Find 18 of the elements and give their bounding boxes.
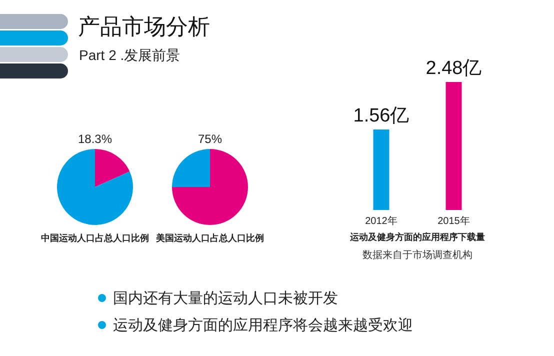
data-label: 1.56亿 — [353, 105, 410, 126]
text: 美国运动人口占总人口比例 — [155, 233, 264, 243]
x-tick-label: 2015年 — [438, 215, 470, 227]
text: Part 2 .发展前景 — [79, 47, 180, 63]
pie-slice — [57, 149, 133, 225]
data-label: 75% — [198, 132, 222, 146]
data-label: 18.3% — [78, 132, 112, 146]
pie-slice — [172, 149, 248, 225]
pie-slice — [95, 149, 130, 187]
text: 运动及健身方面的应用程序将会越来越受欢迎 — [113, 317, 413, 334]
text: 国内还有大量的运动人口未被开发 — [113, 290, 338, 307]
pie-slice — [172, 149, 210, 187]
text: 运动及健身方面的应用程序下载量 — [349, 232, 485, 242]
text: 中国运动人口占总人口比例 — [41, 233, 149, 243]
data-label: 2.48亿 — [426, 58, 482, 79]
text: 数据来自于市场调查机构 — [362, 249, 472, 261]
x-tick-label: 2012年 — [365, 215, 398, 227]
text: 产品市场分析 — [78, 14, 210, 39]
